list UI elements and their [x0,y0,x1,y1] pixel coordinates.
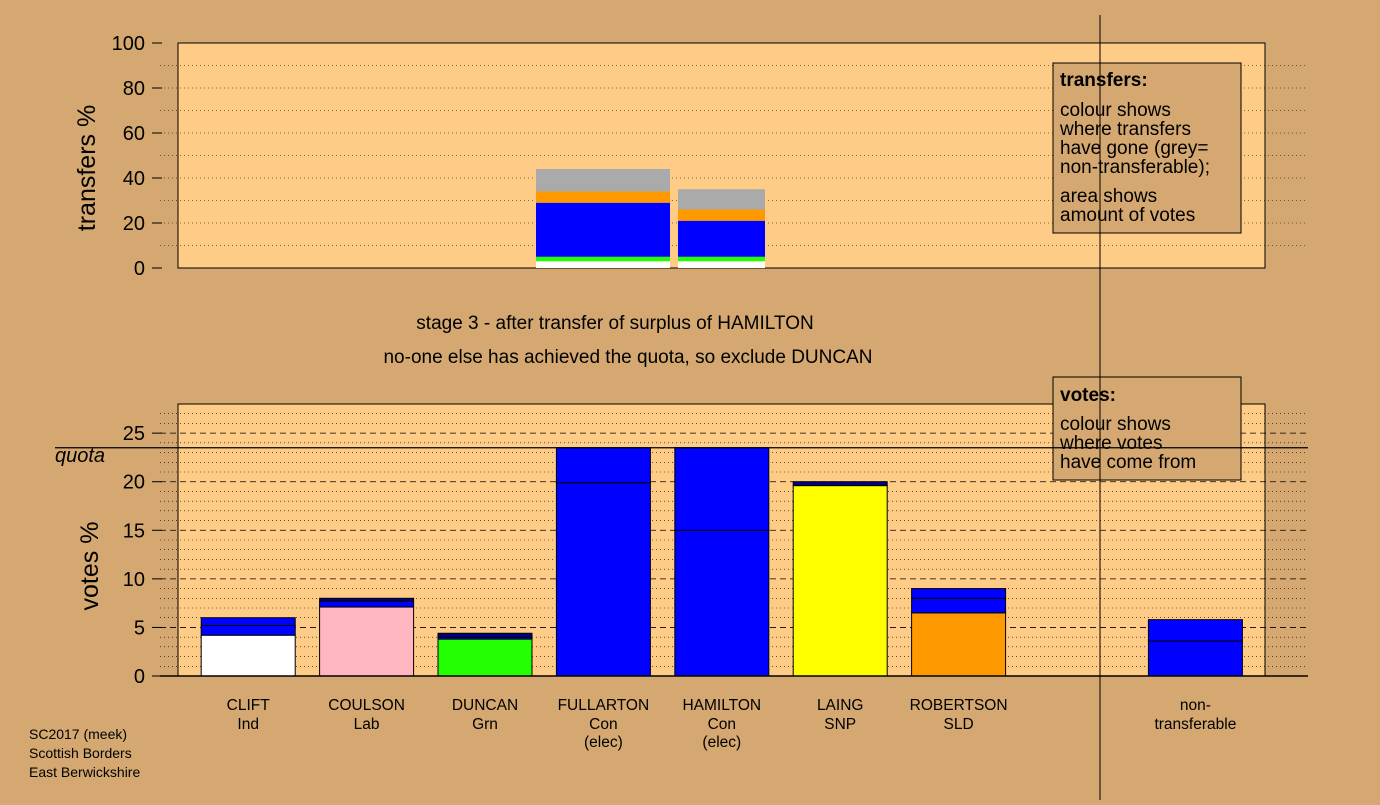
vote-segment [911,612,1007,677]
votes-y-axis-label: votes % [76,522,104,611]
candidate-party-label: Con [708,716,736,733]
votes-legend-line: have come from [1060,452,1196,473]
vote-segment [319,597,415,602]
candidate-party-label: Lab [354,716,380,733]
votes-tick-label: 25 [123,423,145,445]
candidate-elected-label: (elec) [584,734,623,751]
stage-title: stage 3 - after transfer of surplus of H… [416,313,813,334]
transfer-segment [678,220,765,257]
transfers-tick-label: 100 [112,33,145,55]
votes-x-labels: CLIFTIndCOULSONLabDUNCANGrnFULLARTONCon(… [227,697,1237,751]
transfers-legend-line: where transfers [1059,119,1191,140]
transfer-segment [536,191,670,203]
vote-segment [437,638,533,677]
votes-bars [200,447,1243,677]
candidate-party-label: Con [589,716,617,733]
transfer-segment [678,209,765,221]
transfers-legend-line: amount of votes [1060,205,1195,226]
vote-segment [200,617,296,626]
transfers-legend-line: have gone (grey= [1060,138,1208,159]
vote-segment [1147,619,1243,642]
transfers-legend-line: non-transferable); [1060,157,1210,178]
footer: SC2017 (meek) Scottish Borders East Berw… [29,725,140,782]
candidate-name-label: FULLARTON [558,697,650,714]
candidate-name-label: COULSON [328,697,405,714]
candidate-elected-label: (elec) [702,734,741,751]
vote-segment [674,529,770,677]
candidate-name-label: HAMILTON [682,697,761,714]
votes-tick-label: 5 [134,617,145,639]
candidate-party-label: SNP [824,716,856,733]
votes-tick-label: 20 [123,472,145,494]
transfer-segment [536,256,670,262]
vote-segment [1147,640,1243,677]
vote-segment [437,632,533,638]
transfer-segment [536,261,670,268]
vote-segment [792,485,888,677]
votes-tick-label: 15 [123,520,145,542]
transfer-segment [678,261,765,268]
transfers-legend-line: area shows [1060,186,1157,207]
transfers-bars [536,169,765,268]
votes-y-ticks: 0 5 10 15 20 25 [123,423,162,688]
votes-tick-label: 10 [123,569,145,591]
quota-label: quota [55,445,105,467]
transfers-legend-line: colour shows [1060,100,1171,121]
votes-legend-title: votes: [1060,385,1116,406]
transfer-segment [536,202,670,257]
vote-segment [792,481,888,487]
votes-tick-label: 0 [134,666,145,688]
candidate-name-label: LAING [817,697,864,714]
footer-council: Scottish Borders [29,745,132,761]
transfers-tick-label: 60 [123,123,145,145]
transfers-tick-label: 40 [123,168,145,190]
footer-election: SC2017 (meek) [29,726,128,742]
transfer-segment [678,189,765,210]
transfers-tick-label: 20 [123,213,145,235]
transfers-legend-box [1052,62,1242,234]
transfer-segment [678,256,765,262]
footer-ward: East Berwickshire [29,764,141,780]
transfers-y-axis-label: transfers % [73,105,101,231]
candidate-party-label: Ind [237,716,259,733]
candidate-name-label: non- [1180,697,1211,714]
vote-segment [555,482,651,677]
vote-segment [200,624,296,636]
votes-legend-line: where votes [1059,433,1162,454]
votes-legend-box [1052,376,1242,481]
candidate-name-label: ROBERTSON [910,697,1008,714]
votes-legend-line: colour shows [1060,414,1171,435]
candidate-name-label: CLIFT [227,697,271,714]
candidate-party-label: SLD [944,716,974,733]
stage-subtitle: no-one else has achieved the quota, so e… [383,347,872,368]
vote-segment [319,606,415,677]
vote-segment [911,588,1007,599]
transfers-legend-title: transfers: [1060,70,1148,91]
transfers-tick-label: 80 [123,78,145,100]
transfers-tick-label: 0 [134,258,145,280]
vote-segment [911,597,1007,614]
vote-segment [674,447,770,531]
vote-segment [319,600,415,608]
candidate-name-label: DUNCAN [452,697,518,714]
vote-segment [200,634,296,677]
vote-segment [555,447,651,484]
transfer-segment [536,169,670,192]
candidate-party-label: transferable [1154,716,1236,733]
candidate-party-label: Grn [472,716,498,733]
transfers-y-ticks: 0 20 40 60 80 100 [112,33,162,280]
